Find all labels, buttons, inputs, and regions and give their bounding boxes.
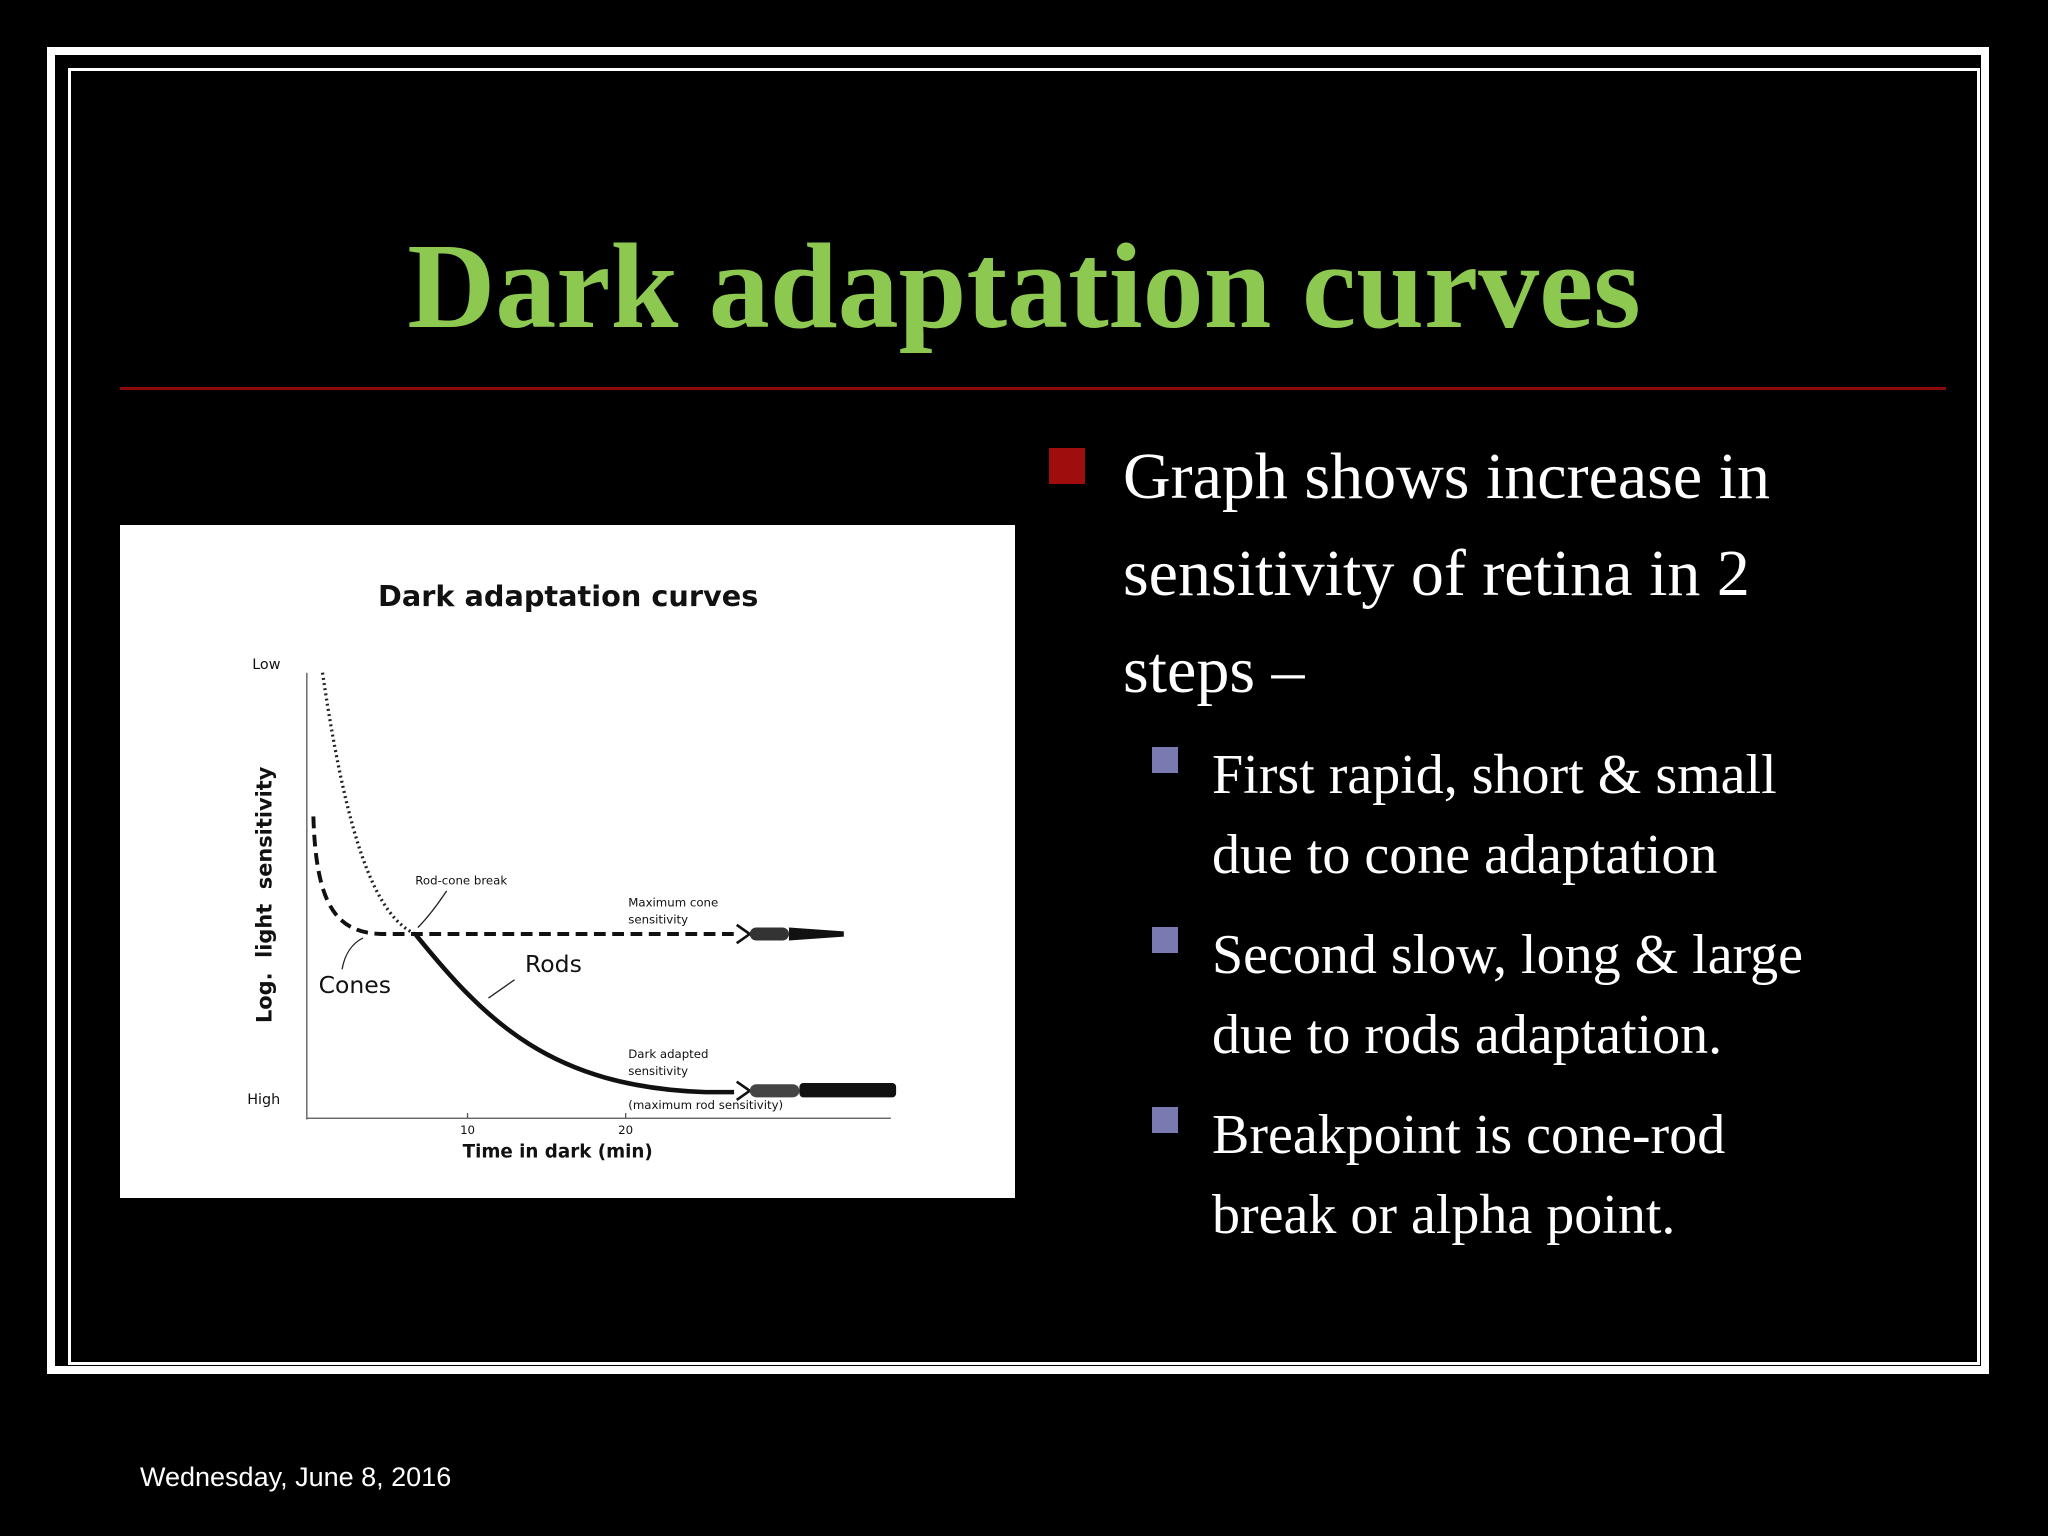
rod-curve-early: [320, 672, 416, 936]
annotation: Maximum cone: [628, 896, 718, 910]
x-axis-label: Time in dark (min): [463, 1141, 653, 1162]
pointer: [417, 890, 448, 928]
bullet-line: Graph shows increase in: [1123, 440, 1770, 513]
x-tick-label: 10: [460, 1123, 475, 1137]
annotation: Cones: [319, 971, 391, 999]
sub-bullet-line: Breakpoint is cone-rod: [1212, 1104, 1726, 1166]
annotation: Rods: [525, 950, 582, 978]
pointer: [488, 979, 515, 999]
title-rule: [120, 387, 1946, 390]
footer-date: Wednesday, June 8, 2016: [140, 1462, 452, 1492]
slide-title: Dark adaptation curves: [407, 219, 1641, 354]
figure-svg: Dark adaptation curves Low High Log. lig…: [247, 579, 897, 1162]
frame-outer: [47, 47, 1989, 1374]
annotation: Rod-cone break: [415, 873, 507, 887]
annotation: Dark adapted: [628, 1047, 708, 1061]
sub-bullet-line: Second slow, long & large: [1212, 924, 1804, 986]
annotation: sensitivity: [628, 1064, 688, 1078]
sub-bullet-marker: [1152, 927, 1178, 953]
bullet: Graph shows increase in sensitivity of r…: [1123, 428, 1770, 719]
bullet-line: steps –: [1123, 634, 1305, 707]
x-tick-label: 20: [618, 1123, 633, 1137]
sub-bullet-marker: [1152, 1107, 1178, 1133]
y-axis-label: Log. light sensitivity: [253, 766, 277, 1023]
rod-curve: [413, 932, 735, 1095]
bullet-line: sensitivity of retina in 2: [1123, 537, 1750, 610]
cone-curve: [311, 816, 735, 936]
y-top: Low: [252, 657, 281, 673]
sub-bullet-line: First rapid, short & small: [1212, 744, 1777, 806]
figure: Dark adaptation curves Low High Log. lig…: [120, 525, 1015, 1198]
sub-bullet-marker: [1152, 747, 1178, 773]
annotation: (maximum rod sensitivity): [628, 1098, 783, 1112]
y-bottom: High: [247, 1092, 280, 1108]
cone-icon: [735, 923, 844, 945]
sub-bullet-line: due to rods adaptation.: [1212, 1004, 1723, 1066]
sub-bullet-line: break or alpha point.: [1212, 1184, 1676, 1246]
pointer: [341, 937, 364, 970]
annotation: sensitivity: [628, 913, 688, 927]
frame-inner: [68, 68, 1980, 1365]
bullet-marker: [1049, 448, 1085, 484]
rod-icon: [735, 1080, 897, 1102]
sub-bullet-line: due to cone adaptation: [1212, 824, 1718, 886]
figure-title: Dark adaptation curves: [378, 579, 758, 613]
